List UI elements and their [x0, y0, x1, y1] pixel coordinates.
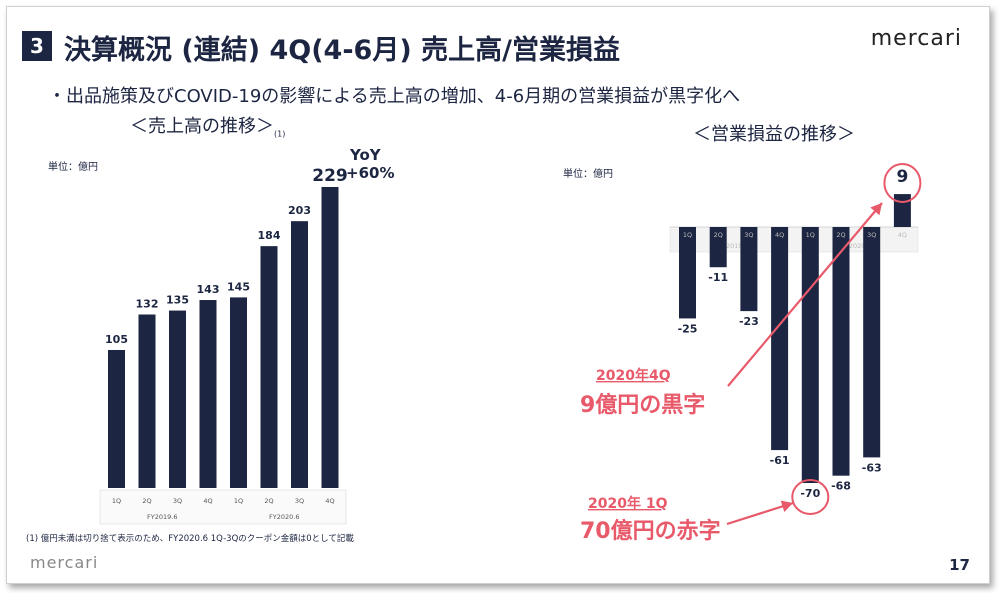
revenue-unit-label: 単位：億円: [48, 162, 98, 173]
revenue-bar: [291, 221, 308, 488]
operating-income-data-label: -11: [708, 271, 728, 284]
operating-income-axis-band: [669, 226, 919, 253]
revenue-heading-text: ＜売上高の推移＞: [130, 116, 274, 137]
revenue-data-label: 145: [227, 280, 250, 293]
revenue-data-label: 203: [288, 204, 311, 217]
revenue-tick-label: 2Q: [264, 497, 273, 505]
revenue-tick-label: 1Q: [112, 497, 121, 505]
footnote: (1) 億円未満は切り捨て表示のため、FY2020.6 1Q-3Qのクーポン金額…: [26, 534, 354, 544]
revenue-data-label: 229: [312, 166, 348, 186]
operating-income-bar: [832, 227, 850, 476]
operating-income-bar: [801, 227, 819, 483]
revenue-group-label: FY2019.6: [147, 513, 177, 521]
operating-income-tick-label: 3Q: [744, 231, 753, 239]
operating-income-group-label: FY2019.6: [718, 242, 748, 250]
revenue-tick-label: 2Q: [142, 497, 151, 505]
revenue-yoy-label: YoY: [349, 146, 382, 164]
operating-income-heading: ＜営業損益の推移＞: [693, 124, 855, 145]
operating-income-bar: [863, 227, 881, 458]
revenue-heading: ＜売上高の推移＞(1): [130, 112, 285, 139]
revenue-tick-label: 1Q: [234, 497, 243, 505]
operating-income-bar: [740, 227, 758, 312]
operating-income-unit-label: 単位：億円: [563, 169, 613, 180]
operating-income-group-label: FY2020.6: [841, 242, 871, 250]
operating-income-tick-label: 2Q: [836, 231, 845, 239]
revenue-tick-label: 4Q: [325, 497, 334, 505]
revenue-bar: [260, 246, 278, 488]
operating-income-tick-label: 3Q: [867, 231, 876, 239]
operating-income-data-label: -70: [800, 487, 820, 500]
revenue-tick-label: 3Q: [295, 497, 304, 505]
revenue-bar: [199, 300, 217, 488]
revenue-bar: [138, 314, 156, 488]
slide-subtitle: ・出品施策及びCOVID-19の影響による売上高の増加、4-6月期の営業損益が黒…: [48, 86, 741, 107]
operating-income-tick-label: 4Q: [898, 231, 907, 239]
revenue-data-label: 135: [166, 294, 189, 307]
revenue-data-label: 132: [136, 297, 159, 310]
profit-highlight-circle: [883, 163, 922, 203]
operating-income-bar: [709, 227, 727, 268]
section-number-badge: 3: [22, 31, 52, 61]
operating-income-tick-label: 2Q: [714, 231, 723, 239]
operating-income-bar: [771, 227, 789, 451]
page-number: 17: [949, 556, 970, 574]
revenue-yoy-value: +60%: [346, 164, 394, 182]
revenue-heading-note: (1): [274, 129, 286, 139]
loss-arrow-head: [780, 500, 793, 513]
revenue-bar: [108, 349, 125, 488]
operating-income-bar: [679, 227, 696, 319]
profit-callout-text: 9億円の黒字: [580, 392, 705, 418]
operating-income-tick-label: 1Q: [683, 231, 692, 239]
revenue-bar: [169, 310, 186, 488]
revenue-data-label: 143: [197, 283, 220, 296]
revenue-tick-label: 4Q: [203, 497, 212, 505]
loss-arrow: [726, 501, 794, 526]
revenue-axis-box: [99, 489, 347, 525]
revenue-bar: [321, 187, 339, 488]
loss-callout-year: 2020年 1Q: [588, 495, 668, 512]
revenue-data-label: 105: [105, 333, 128, 346]
profit-arrow-head: [870, 203, 882, 216]
profit-arrow: [727, 202, 883, 387]
slide-title: 決算概況 (連結) 4Q(4-6月) 売上高/営業損益: [64, 35, 620, 66]
operating-income-data-label: -68: [831, 480, 851, 493]
operating-income-bar: [893, 194, 911, 227]
revenue-tick-label: 3Q: [173, 497, 182, 505]
brand-logo-top: mercari: [870, 26, 962, 51]
loss-callout-text: 70億円の赤字: [580, 518, 721, 544]
profit-callout-year: 2020年4Q: [596, 367, 671, 384]
operating-income-data-label: -63: [862, 461, 882, 474]
revenue-bar: [230, 297, 247, 488]
operating-income-data-label: -25: [678, 322, 698, 335]
revenue-group-label: FY2020.6: [269, 513, 299, 521]
operating-income-data-label: 9: [896, 167, 908, 187]
operating-income-tick-label: 1Q: [806, 231, 815, 239]
revenue-data-label: 184: [258, 229, 281, 242]
operating-income-data-label: -61: [770, 454, 790, 467]
loss-highlight-circle: [791, 479, 830, 515]
operating-income-tick-label: 4Q: [775, 231, 784, 239]
brand-logo-bottom: mercari: [30, 553, 99, 572]
operating-income-data-label: -23: [739, 315, 759, 328]
